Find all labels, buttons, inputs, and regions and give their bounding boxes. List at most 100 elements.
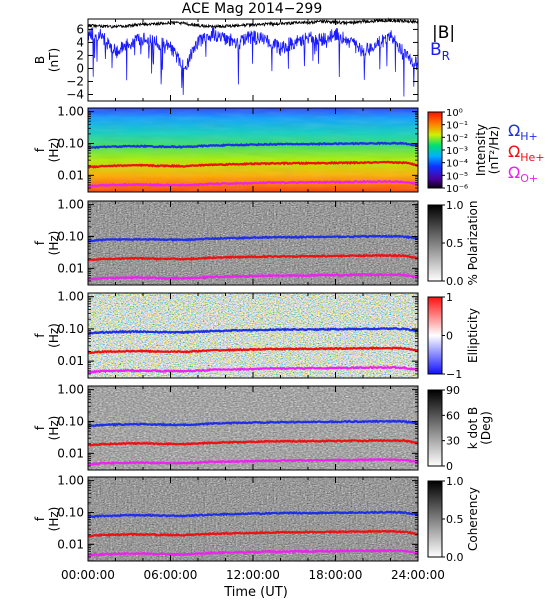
y-tick-label: 0.10 xyxy=(57,229,84,243)
series-line-omega-h xyxy=(87,510,419,519)
x-tick-label: 12:00:00 xyxy=(226,568,280,582)
polarization-colorbar xyxy=(427,204,443,282)
colorbar-tick-label: −1 xyxy=(446,368,462,381)
panel-frame xyxy=(87,18,419,102)
intensity-colorbar xyxy=(427,111,443,189)
y-tick-label: −2 xyxy=(66,74,84,88)
y-tick-label: 0.01 xyxy=(57,261,84,275)
series-line-br xyxy=(87,27,419,97)
polarization-spectrogram xyxy=(88,201,418,285)
y-tick-label: 0.01 xyxy=(57,354,84,368)
y-axis-unit: (Hz) xyxy=(47,231,61,256)
x-tick-label: 18:00:00 xyxy=(309,568,363,582)
x-axis: 00:00:00 06:00:00 12:00:00 18:00:00 24:00:00 xyxy=(61,568,445,582)
y-axis-label: f xyxy=(33,147,47,152)
y-axis-label: f xyxy=(33,333,47,338)
colorbar-tick-label: 10⁻¹ xyxy=(446,121,468,132)
series-line-omega-he xyxy=(87,438,419,447)
series-line-omega-h xyxy=(87,141,419,150)
panel-ellipticity: 1.00 0.10 0.01 f (Hz) 1 0 −1 Ellipticity xyxy=(33,290,480,381)
colorbar-tick-label: 10⁻⁶ xyxy=(446,184,468,195)
colorbar-label: % Polarization xyxy=(466,201,480,286)
y-axis-label: f xyxy=(33,425,47,430)
y-tick-label: 1.00 xyxy=(57,105,84,119)
y-tick-label: 2 xyxy=(76,48,84,62)
colorbar-tick-label: 30 xyxy=(446,435,460,448)
series-line-omega-he xyxy=(87,346,419,355)
colorbar-tick-label: 0.0 xyxy=(446,551,464,564)
y-tick-label: 4 xyxy=(76,35,84,49)
y-tick-label: 1.00 xyxy=(57,198,84,212)
y-tick-label: 0 xyxy=(76,61,84,75)
colorbar-unit: (Deg) xyxy=(479,411,493,445)
series-line-omega-h xyxy=(87,234,418,243)
colorbar-unit: (nT²/Hz) xyxy=(487,126,501,174)
panel-kdotb: 1.00 0.10 0.01 f (Hz) 90 60 30 0 k dot B (Deg) xyxy=(33,383,493,473)
y-tick-label: 0.01 xyxy=(57,446,84,460)
colorbar-tick-label: 0.5 xyxy=(446,237,464,250)
panel-intensity: 1.00 0.10 0.01 f (Hz) 10⁰ 10⁻¹10⁻² 10⁻³ 10⁻⁴10⁻⁵… xyxy=(33,105,501,195)
omega-he-legend: ΩHe+ xyxy=(508,142,545,164)
series-line-omega-o xyxy=(87,272,419,281)
y-tick-label: 6 xyxy=(76,22,84,36)
series-line-omega-o xyxy=(87,365,419,374)
omega-legend: ΩH+ ΩHe+ ΩO+ xyxy=(508,121,545,185)
series-line-omega-he xyxy=(87,160,419,169)
y-axis-unit: (Hz) xyxy=(47,507,61,532)
panel-polarization: 1.00 0.10 0.01 f (Hz) 1.0 0.5 0.0% Polarization xyxy=(33,198,480,288)
y-tick-label: 0.01 xyxy=(57,537,84,551)
kdotb-spectrogram xyxy=(88,386,418,470)
x-tick-label: 00:00:00 xyxy=(61,568,115,582)
y-axis-unit: (nT) xyxy=(47,48,61,72)
y-tick-label: −4 xyxy=(66,87,84,101)
kdotb-colorbar xyxy=(427,389,443,467)
ellipticity-colorbar xyxy=(427,296,443,375)
b-total-legend: |B| xyxy=(432,23,455,43)
x-tick-label: 06:00:00 xyxy=(144,568,198,582)
y-tick-label: 0.10 xyxy=(57,505,84,519)
y-axis-unit: (Hz) xyxy=(47,323,61,348)
br-legend: BR xyxy=(430,40,450,63)
colorbar-label: Intensity xyxy=(474,124,488,176)
colorbar-label: Coherency xyxy=(466,487,480,551)
coherency-spectrogram xyxy=(88,477,418,561)
colorbar-tick-label: 90 xyxy=(446,384,460,397)
y-tick-label: 1.00 xyxy=(57,290,84,304)
coherency-colorbar xyxy=(427,480,443,558)
b-legend: |B| BR xyxy=(430,23,455,63)
y-axis-unit: (Hz) xyxy=(47,138,61,163)
y-axis-unit: (Hz) xyxy=(47,416,61,441)
y-tick-label: 0.10 xyxy=(57,414,84,428)
series-line-omega-o xyxy=(87,457,419,466)
y-axis-label: f xyxy=(33,516,47,521)
series-line-omega-o xyxy=(87,179,419,188)
colorbar-tick-label: 0 xyxy=(446,330,453,343)
colorbar-tick-label: 60 xyxy=(446,409,460,422)
colorbar-tick-label: 10⁻³ xyxy=(446,146,468,157)
chart-title: ACE Mag 2014−299 xyxy=(182,1,322,17)
colorbar-tick-label: 10⁻² xyxy=(446,133,468,144)
colorbar-tick-label: 10⁰ xyxy=(446,108,463,119)
colorbar-label: k dot B xyxy=(466,407,480,449)
colorbar-tick-label: 1.0 xyxy=(446,199,464,212)
colorbar-tick-label: 0.0 xyxy=(446,275,464,288)
y-tick-label: 0.01 xyxy=(57,168,84,182)
y-axis-label: f xyxy=(33,240,47,245)
series-line-omega-he xyxy=(87,253,419,262)
colorbar-tick-label: 10⁻⁴ xyxy=(446,159,468,170)
y-tick-label: 0.10 xyxy=(57,322,84,336)
y-axis-label: B xyxy=(33,56,47,64)
colorbar-label: Ellipticity xyxy=(466,308,480,363)
series-line-omega-h xyxy=(87,419,419,429)
colorbar-tick-label: 0.5 xyxy=(446,513,464,526)
y-tick-label: 0.10 xyxy=(57,136,84,150)
series-line-omega-o xyxy=(87,548,419,558)
x-tick-label: 24:00:00 xyxy=(391,568,445,582)
colorbar-tick-label: 1 xyxy=(446,291,453,304)
colorbar-tick-label: 0 xyxy=(446,460,453,473)
colorbar-tick-label: 1.0 xyxy=(446,475,464,488)
y-tick-label: 1.00 xyxy=(57,383,84,397)
